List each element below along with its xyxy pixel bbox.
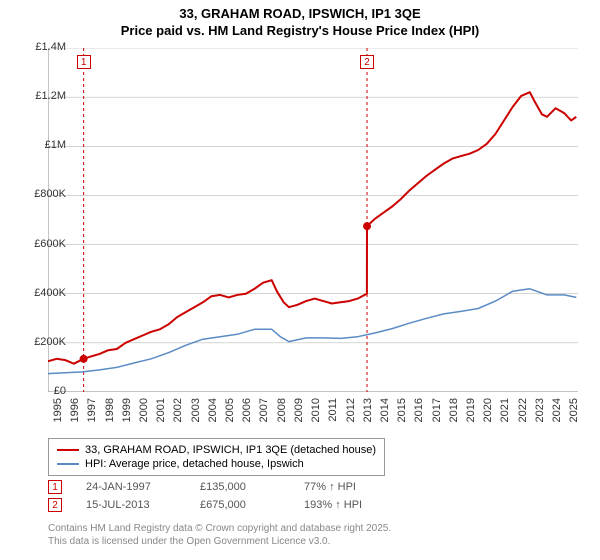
x-tick-label: 2006	[241, 398, 253, 438]
x-tick-label: 2007	[258, 398, 270, 438]
footer-line: This data is licensed under the Open Gov…	[48, 535, 391, 548]
x-tick-label: 2012	[345, 398, 357, 438]
tx-date: 24-JAN-1997	[86, 481, 176, 493]
tx-price: £135,000	[200, 481, 280, 493]
tx-price: £675,000	[200, 499, 280, 511]
x-tick-label: 2025	[568, 398, 580, 438]
tx-pct: 77% ↑ HPI	[304, 481, 404, 493]
y-tick-label: £1.4M	[20, 41, 66, 53]
x-tick-label: 1999	[121, 398, 133, 438]
x-tick-label: 1998	[104, 398, 116, 438]
x-tick-label: 2005	[224, 398, 236, 438]
x-tick-label: 2017	[431, 398, 443, 438]
y-tick-label: £0	[20, 385, 66, 397]
x-tick-label: 2014	[379, 398, 391, 438]
marker-badge: 1	[77, 55, 91, 69]
chart-area	[48, 48, 578, 392]
legend-swatch-icon	[57, 449, 79, 451]
chart-svg	[48, 48, 578, 392]
x-tick-label: 2008	[276, 398, 288, 438]
x-tick-label: 2013	[362, 398, 374, 438]
y-tick-label: £1.2M	[20, 90, 66, 102]
footer-line: Contains HM Land Registry data © Crown c…	[48, 522, 391, 535]
x-tick-label: 2015	[396, 398, 408, 438]
chart-subtitle: Price paid vs. HM Land Registry's House …	[0, 21, 600, 38]
tx-pct: 193% ↑ HPI	[304, 499, 404, 511]
legend-label: HPI: Average price, detached house, Ipsw…	[85, 458, 304, 470]
x-tick-label: 2023	[534, 398, 546, 438]
y-tick-label: £400K	[20, 287, 66, 299]
x-tick-label: 2010	[310, 398, 322, 438]
footer-attribution: Contains HM Land Registry data © Crown c…	[48, 522, 391, 548]
y-tick-label: £600K	[20, 238, 66, 250]
x-tick-label: 2016	[413, 398, 425, 438]
legend-label: 33, GRAHAM ROAD, IPSWICH, IP1 3QE (detac…	[85, 444, 376, 456]
transaction-table: 1 24-JAN-1997 £135,000 77% ↑ HPI 2 15-JU…	[48, 478, 404, 514]
transaction-row: 2 15-JUL-2013 £675,000 193% ↑ HPI	[48, 496, 404, 514]
legend-swatch-icon	[57, 463, 79, 465]
x-tick-label: 2004	[207, 398, 219, 438]
x-tick-label: 2003	[190, 398, 202, 438]
x-tick-label: 2020	[482, 398, 494, 438]
x-tick-label: 2002	[172, 398, 184, 438]
tx-badge-icon: 2	[48, 498, 62, 512]
transaction-row: 1 24-JAN-1997 £135,000 77% ↑ HPI	[48, 478, 404, 496]
legend-item-subject: 33, GRAHAM ROAD, IPSWICH, IP1 3QE (detac…	[57, 443, 376, 457]
y-tick-label: £800K	[20, 188, 66, 200]
x-tick-label: 1995	[52, 398, 64, 438]
chart-title: 33, GRAHAM ROAD, IPSWICH, IP1 3QE	[0, 0, 600, 21]
x-tick-label: 2024	[551, 398, 563, 438]
legend-item-hpi: HPI: Average price, detached house, Ipsw…	[57, 457, 376, 471]
x-tick-label: 2022	[517, 398, 529, 438]
x-tick-label: 1997	[86, 398, 98, 438]
x-tick-label: 2001	[155, 398, 167, 438]
x-tick-label: 2011	[327, 398, 339, 438]
marker-badge: 2	[360, 55, 374, 69]
y-tick-label: £1M	[20, 139, 66, 151]
x-tick-label: 2018	[448, 398, 460, 438]
chart-container: { "title": "33, GRAHAM ROAD, IPSWICH, IP…	[0, 0, 600, 560]
x-tick-label: 2019	[465, 398, 477, 438]
tx-badge-icon: 1	[48, 480, 62, 494]
x-tick-label: 2009	[293, 398, 305, 438]
legend: 33, GRAHAM ROAD, IPSWICH, IP1 3QE (detac…	[48, 438, 385, 476]
y-tick-label: £200K	[20, 336, 66, 348]
x-tick-label: 1996	[69, 398, 81, 438]
tx-date: 15-JUL-2013	[86, 499, 176, 511]
x-tick-label: 2000	[138, 398, 150, 438]
x-tick-label: 2021	[499, 398, 511, 438]
